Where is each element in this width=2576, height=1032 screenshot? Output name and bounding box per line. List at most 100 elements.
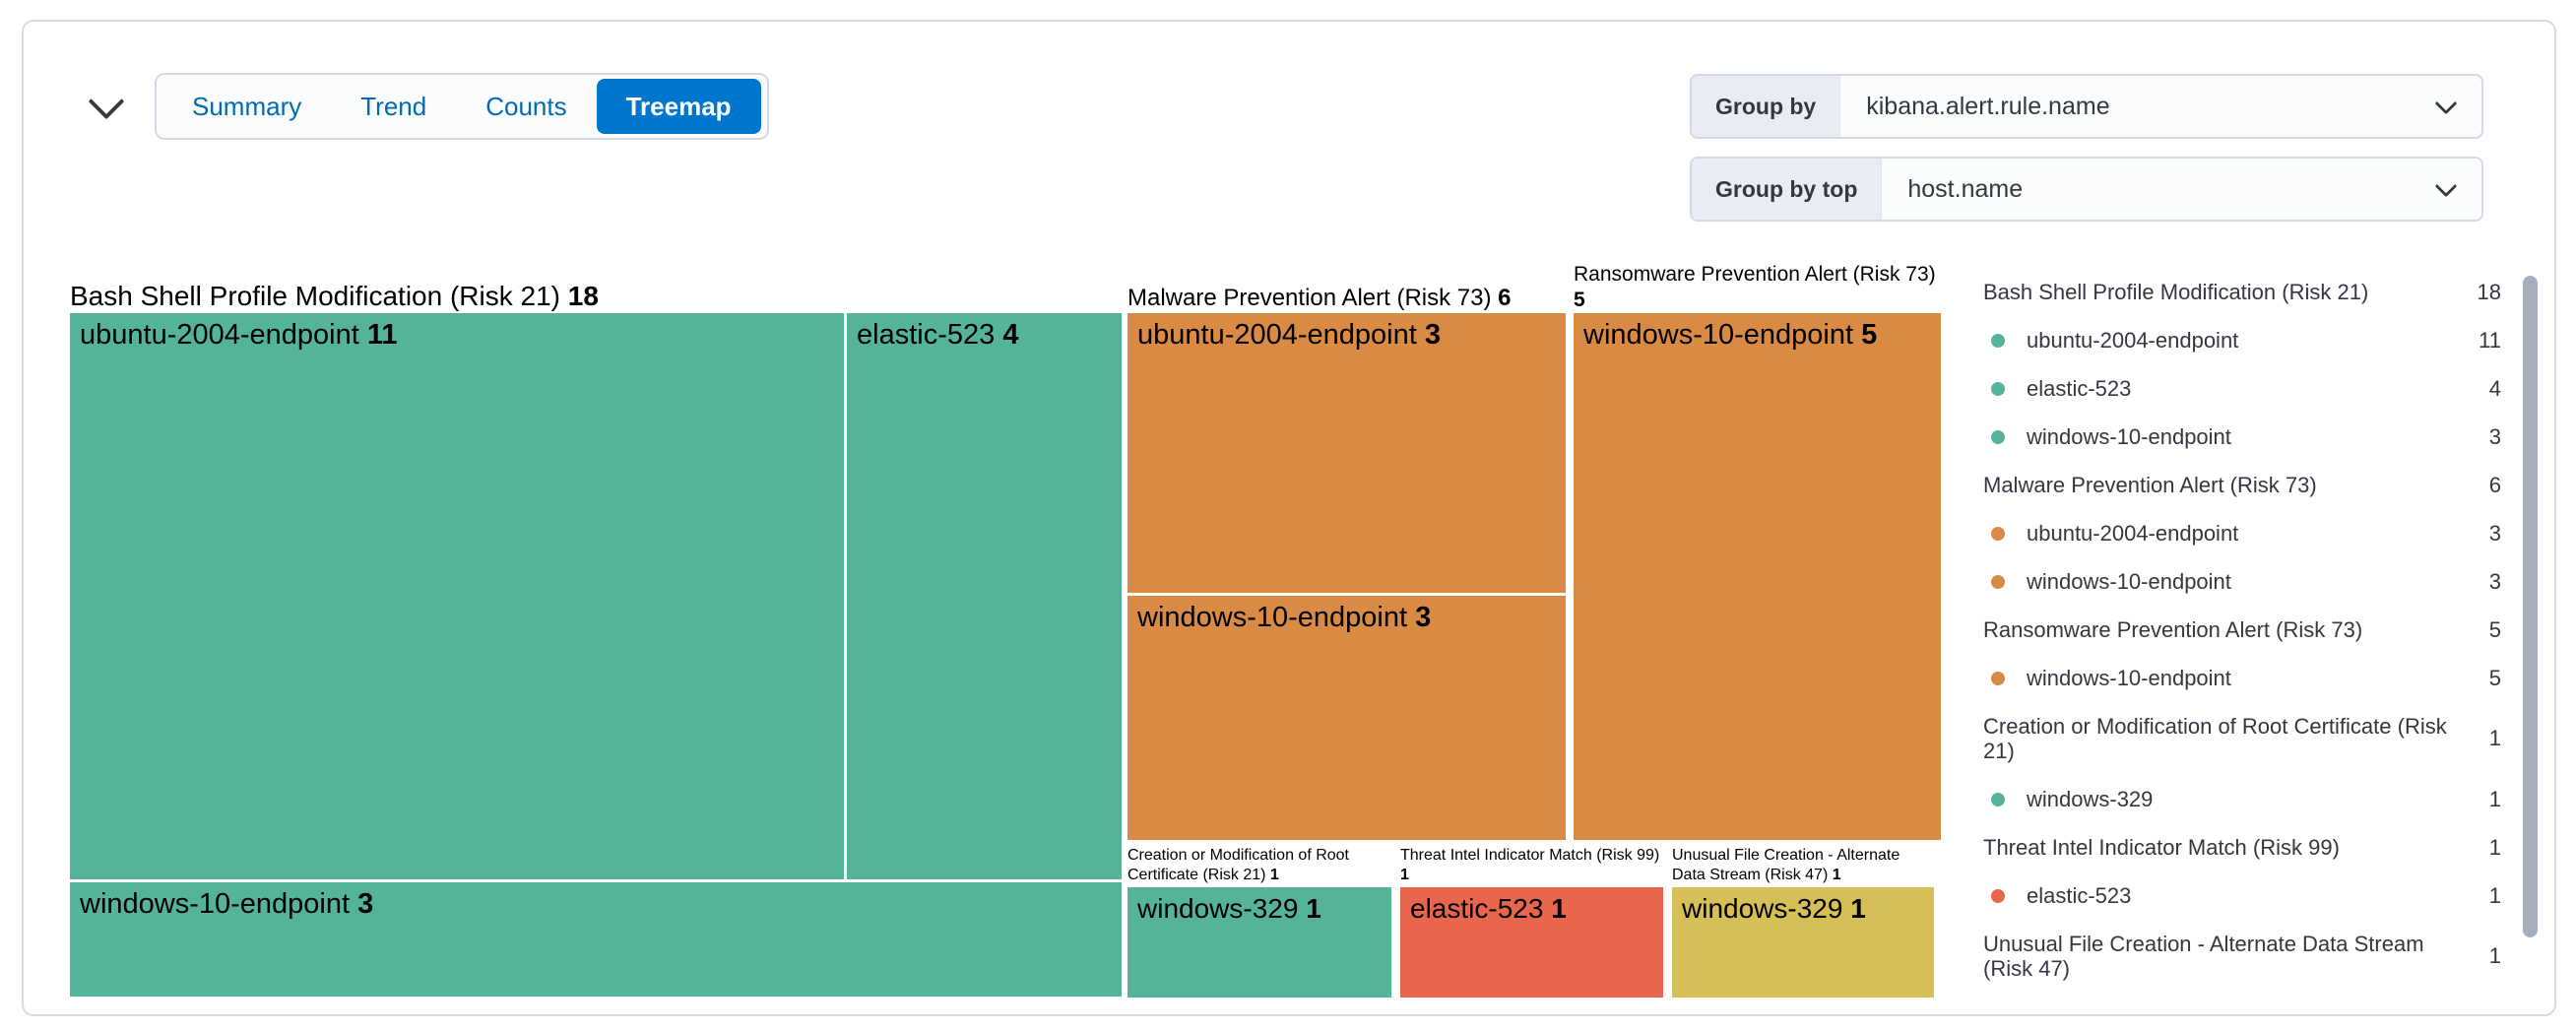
- group-title-text: Threat Intel Indicator Match (Risk 99): [1400, 847, 1660, 864]
- cell-label: elastic-523: [857, 319, 1003, 351]
- cell-value: 1: [1551, 893, 1567, 924]
- chevron-down-icon: [2434, 159, 2481, 220]
- legend-label: Threat Intel Indicator Match (Risk 99): [1983, 834, 2340, 860]
- treemap-cell[interactable]: windows-329 1: [1127, 887, 1391, 998]
- cell-value: 1: [1850, 893, 1866, 924]
- legend-color-dot: [1991, 429, 2005, 444]
- legend-count: 1: [2488, 834, 2501, 860]
- treemap-cell[interactable]: windows-10-endpoint 3: [1127, 596, 1566, 840]
- treemap-cell[interactable]: ubuntu-2004-endpoint 3: [1127, 313, 1566, 593]
- legend-label: windows-10-endpoint: [2027, 568, 2231, 594]
- treemap-group-header: Ransomware Prevention Alert (Risk 73) 5: [1574, 263, 1941, 313]
- legend-label: elastic-523: [2027, 882, 2132, 908]
- treemap-group-header: Threat Intel Indicator Match (Risk 99) 1: [1400, 842, 1663, 885]
- legend-count: 11: [2479, 327, 2501, 353]
- legend-count: 4: [2488, 375, 2501, 401]
- legend-label: Ransomware Prevention Alert (Risk 73): [1983, 616, 2363, 642]
- treemap-group-title: Malware Prevention Alert (Risk 73) 6: [1127, 284, 1512, 313]
- tab-trend[interactable]: Trend: [360, 92, 427, 121]
- treemap-cell[interactable]: elastic-523 4: [847, 313, 1122, 879]
- group-count: 18: [567, 281, 599, 311]
- legend-item-row[interactable]: elastic-523 1: [1983, 871, 2501, 920]
- collapse-panel-button[interactable]: [81, 81, 132, 132]
- group-count: 1: [1832, 867, 1841, 883]
- group-by-select[interactable]: Group by kibana.alert.rule.name: [1690, 74, 2483, 139]
- cell-label: ubuntu-2004-endpoint: [80, 319, 367, 351]
- legend-label: Malware Prevention Alert (Risk 73): [1983, 472, 2317, 497]
- chevron-down-icon: [88, 83, 125, 120]
- legend-scrollbar-thumb[interactable]: [2523, 276, 2538, 937]
- treemap-group-title: Ransomware Prevention Alert (Risk 73) 5: [1574, 262, 1941, 314]
- treemap-chart: Bash Shell Profile Modification (Risk 21…: [70, 263, 1944, 999]
- treemap-group-header: Malware Prevention Alert (Risk 73) 6: [1127, 280, 1566, 313]
- legend-group-row[interactable]: Unusual File Creation - Alternate Data S…: [1983, 920, 2501, 993]
- legend-label: windows-10-endpoint: [2027, 423, 2231, 449]
- legend-group-row[interactable]: Bash Shell Profile Modification (Risk 21…: [1983, 268, 2501, 316]
- legend-item-row[interactable]: ubuntu-2004-endpoint 3: [1983, 509, 2501, 557]
- cell-value: 3: [1424, 319, 1441, 351]
- tab-counts[interactable]: Counts: [485, 92, 567, 121]
- cell-value: 1: [1306, 893, 1321, 924]
- legend-label: windows-10-endpoint: [2027, 665, 2231, 690]
- legend-item-row[interactable]: elastic-523 4: [1983, 364, 2501, 413]
- legend-count: 1: [2488, 726, 2501, 751]
- cell-label: elastic-523: [1410, 893, 1552, 924]
- select-value: host.name: [1907, 174, 2024, 203]
- legend-count: 1: [2488, 786, 2501, 811]
- group-title-text: Bash Shell Profile Modification (Risk 21…: [70, 281, 568, 311]
- legend-color-dot: [1991, 792, 2005, 806]
- legend-count: 5: [2488, 665, 2501, 690]
- cell-value: 4: [1002, 319, 1019, 351]
- cell-label: ubuntu-2004-endpoint: [1137, 319, 1425, 351]
- legend-label: ubuntu-2004-endpoint: [2027, 520, 2239, 546]
- legend-count: 18: [2477, 279, 2501, 304]
- legend-item-row[interactable]: windows-10-endpoint 3: [1983, 557, 2501, 606]
- group-by-top-select[interactable]: Group by top host.name: [1690, 157, 2483, 222]
- legend-label: Bash Shell Profile Modification (Risk 21…: [1983, 279, 2369, 304]
- legend-count: 1: [2488, 943, 2501, 969]
- chevron-glyph: [2434, 92, 2458, 115]
- legend-color-dot: [1991, 574, 2005, 589]
- legend-item-row[interactable]: windows-10-endpoint 3: [1983, 413, 2501, 461]
- select-value: kibana.alert.rule.name: [1866, 92, 2110, 120]
- legend-color-dot: [1991, 526, 2005, 541]
- tab-summary[interactable]: Summary: [192, 92, 302, 121]
- treemap-cell[interactable]: windows-10-endpoint 5: [1574, 313, 1941, 840]
- legend-group-row[interactable]: Threat Intel Indicator Match (Risk 99) 1: [1983, 823, 2501, 871]
- group-count: 5: [1574, 288, 1585, 311]
- treemap-legend: Bash Shell Profile Modification (Risk 21…: [1983, 268, 2501, 993]
- legend-count: 5: [2488, 616, 2501, 642]
- chevron-glyph: [2434, 174, 2458, 198]
- group-title-text: Unusual File Creation - Alternate Data S…: [1672, 847, 1900, 883]
- chevron-down-icon: [2434, 76, 2481, 137]
- tab-treemap[interactable]: Treemap: [596, 79, 761, 134]
- treemap-cell[interactable]: elastic-523 1: [1400, 887, 1663, 998]
- cell-label: windows-10-endpoint: [1583, 319, 1862, 351]
- treemap-cell[interactable]: windows-329 1: [1672, 887, 1934, 998]
- legend-item-row[interactable]: ubuntu-2004-endpoint 11: [1983, 316, 2501, 364]
- legend-color-dot: [1991, 671, 2005, 685]
- legend-label: Unusual File Creation - Alternate Data S…: [1983, 931, 2424, 981]
- legend-group-row[interactable]: Creation or Modification of Root Certifi…: [1983, 702, 2501, 775]
- view-tab-group: Summary Trend Counts Treemap: [155, 73, 769, 140]
- cell-label: windows-10-endpoint: [1137, 602, 1416, 633]
- legend-label: elastic-523: [2027, 375, 2132, 401]
- group-count: 1: [1269, 867, 1279, 883]
- treemap-group-title: Threat Intel Indicator Match (Risk 99) 1: [1400, 846, 1663, 885]
- legend-color-dot: [1991, 381, 2005, 396]
- cell-value: 3: [1415, 602, 1432, 633]
- legend-label: windows-329: [2027, 786, 2154, 811]
- legend-group-row[interactable]: Ransomware Prevention Alert (Risk 73) 5: [1983, 606, 2501, 654]
- legend-label: Creation or Modification of Root Certifi…: [1983, 713, 2447, 763]
- group-title-text: Ransomware Prevention Alert (Risk 73): [1574, 262, 1936, 286]
- legend-label: ubuntu-2004-endpoint: [2027, 327, 2239, 353]
- group-title-text: Malware Prevention Alert (Risk 73): [1127, 285, 1499, 311]
- legend-count: 1: [2488, 882, 2501, 908]
- legend-count: 3: [2488, 568, 2501, 594]
- legend-group-row[interactable]: Malware Prevention Alert (Risk 73) 6: [1983, 461, 2501, 509]
- treemap-cell[interactable]: ubuntu-2004-endpoint 11: [70, 313, 844, 879]
- legend-item-row[interactable]: windows-10-endpoint 5: [1983, 654, 2501, 702]
- legend-item-row[interactable]: windows-329 1: [1983, 775, 2501, 823]
- treemap-cell[interactable]: windows-10-endpoint 3: [70, 882, 1122, 997]
